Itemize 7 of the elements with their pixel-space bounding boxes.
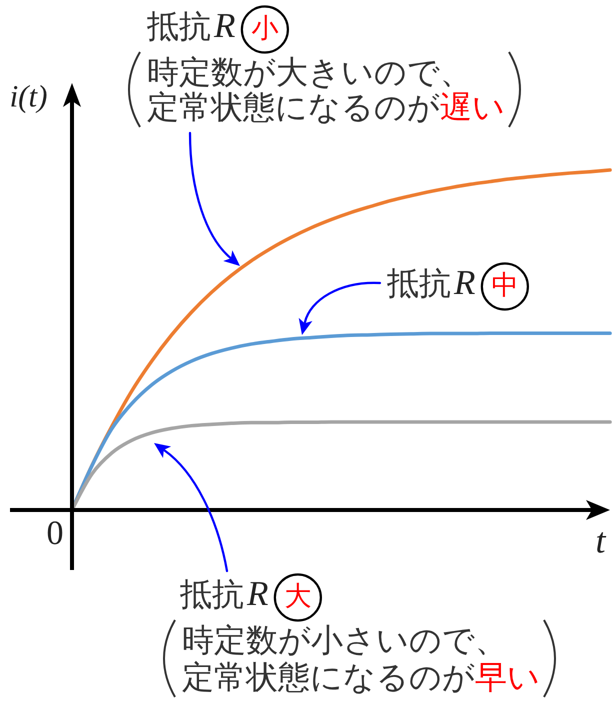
text: 定常状態になるのが遅い — [147, 88, 505, 126]
text: 時定数が大きいので、 — [147, 53, 472, 91]
y-axis-title: i(t) — [10, 78, 48, 114]
text: 定常状態になるのが早い — [182, 658, 540, 696]
text: 0 — [46, 515, 64, 552]
x-axis-title: t — [595, 520, 606, 560]
text: 時定数が小さいので、 — [182, 621, 507, 659]
